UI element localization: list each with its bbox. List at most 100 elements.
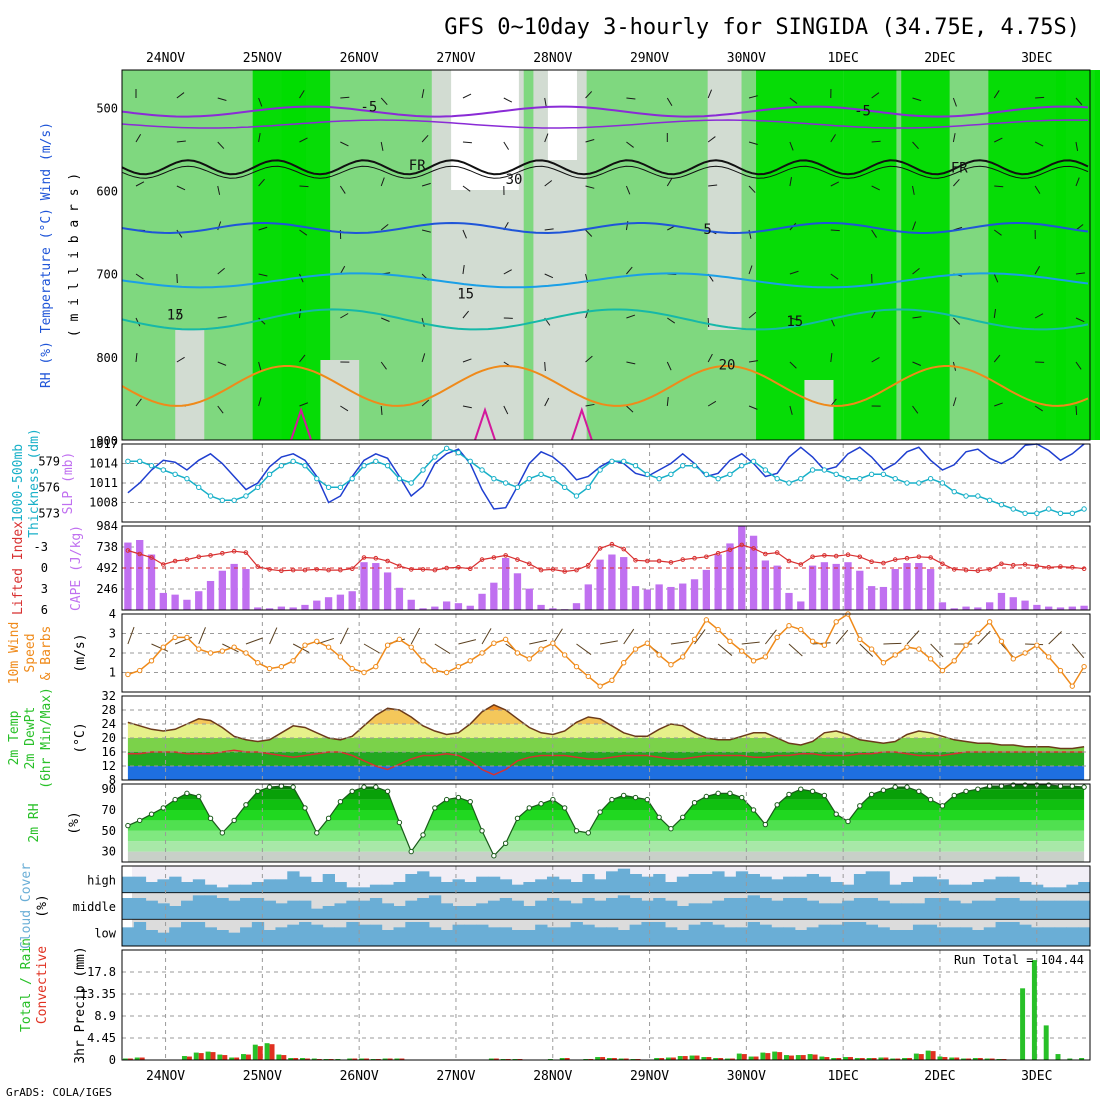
cloud-cover-bar [523,906,536,920]
rh-moist-column [1056,70,1100,440]
wind-axis-label: Speed [23,633,38,672]
temperature-band [127,766,1085,780]
lifted-index-marker [609,541,615,547]
wind-speed-line-marker [609,677,615,683]
rh-very-dry-region [451,70,519,190]
lifted-index-marker [385,558,390,564]
cloud-cover-bar [381,903,395,920]
wind-barb [421,229,431,233]
rh-marker [868,791,875,798]
date-label-top: 1DEC [828,51,859,66]
cloud-cover-bar [924,876,938,893]
cloud-cover-bar [299,900,312,920]
thickness-line-marker [904,480,910,486]
rh-dry-region [707,70,742,330]
wind-barb [503,405,509,415]
lifted-index-marker [987,567,992,572]
thickness-line-marker [1045,506,1052,512]
date-label-bottom: 26NOV [340,1069,379,1084]
cloud-cover-bar [240,884,253,893]
cloud-cover-bar [783,898,796,920]
precip-convective-bar [281,1055,287,1060]
cloud-cover-bar [275,927,288,946]
rh-moist-column [901,70,950,440]
y-axis-units: ( m i l l i b a r s ) [67,173,82,337]
cloud-cover-bar [1030,884,1044,893]
wind-barb [1075,272,1085,275]
wind-barb [952,133,956,143]
lifted-index-marker [1058,564,1063,569]
wind-barb [912,267,920,275]
rh-marker [538,801,544,807]
wind-barb [694,629,706,645]
precip-total-bar [122,1058,128,1060]
rh-marker [986,783,993,789]
wind-barb [421,89,425,99]
cloud-cover-bar [665,900,678,920]
lifted-index-marker [397,563,402,569]
cloud-cover-bar [334,927,347,946]
temperature-axis-label: 2m Temp [7,710,22,765]
thickness-line-marker [148,462,155,469]
wind-speed-line-marker [337,654,344,660]
wind-barb [339,627,349,645]
wind-barb [871,185,880,191]
rh-marker [975,786,981,792]
precip-total-bar [795,1055,801,1060]
wind-speed-line-marker [1057,667,1064,674]
thickness-line-marker [585,484,591,491]
wind-barb [585,355,593,363]
wind-barb [127,626,135,645]
thickness-line-marker [1057,510,1064,517]
thickness-line-marker [243,493,249,499]
temperature-axis-units: (°C) [73,722,88,753]
cloud-cover-bar [487,927,501,946]
cloud-cover-bar [924,898,938,920]
rh-marker [160,805,167,811]
precip-total-bar [866,1058,872,1060]
wind-barb [585,403,595,407]
cape-bar [1080,605,1088,610]
thickness-line-marker [680,462,686,469]
cloud-cover-bar [428,927,442,946]
precip-total-bar [205,1051,211,1060]
wind-barb [503,97,513,103]
rh-marker [219,830,226,836]
wind-barb [623,628,635,645]
wind-barb [1035,96,1045,99]
rh-axis-label: 2m RH [27,803,42,842]
cloud-cover-bar [287,924,300,946]
lifted-index-marker [220,551,225,556]
precip-convective-bar [930,1051,936,1060]
cloud-cover-bar [499,898,513,920]
precip-total-bar [736,1053,742,1060]
thickness-line-marker [420,467,426,473]
cloud-cover-bar [228,900,241,920]
wind-speed-line-marker [715,626,721,633]
thickness-tick-label: 576 [38,480,60,494]
precip-total-bar [300,1058,305,1060]
lifted-index-marker [963,567,969,573]
lifted-index-marker [326,567,331,573]
wind-barb [339,265,346,275]
cloud-cover-bar [346,922,359,946]
isotherm-label: 15 [167,307,184,323]
cloud-cover-bar [936,879,949,893]
precip-convective-bar [387,1058,393,1060]
wind-barb [871,140,881,143]
rh-marker [585,830,591,836]
date-label-top: 27NOV [436,51,475,66]
wind-barb [1075,405,1078,416]
thickness-line-marker [868,471,875,478]
wind-barb [748,141,758,145]
cloud-cover-bar [192,922,206,946]
precip-convective-bar [812,1054,818,1060]
cloud-cover-bar [1066,884,1079,893]
rh-marker [762,821,769,828]
wind-panel-frame [121,613,1091,693]
precip-total-bar [689,1055,695,1060]
wind-barb [626,314,636,319]
precip-convective-bar [364,1058,369,1060]
precip-total-bar [359,1058,364,1060]
precip-convective-bar [836,1058,842,1060]
